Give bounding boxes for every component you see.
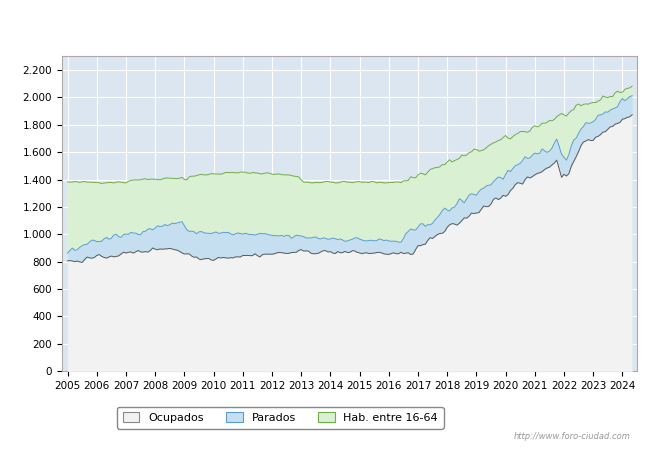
Text: Amer - Evolucion de la poblacion en edad de Trabajar Mayo de 2024: Amer - Evolucion de la poblacion en edad… [97,17,553,30]
Legend: Ocupados, Parados, Hab. entre 16-64: Ocupados, Parados, Hab. entre 16-64 [117,407,444,429]
Text: http://www.foro-ciudad.com: http://www.foro-ciudad.com [514,432,630,441]
